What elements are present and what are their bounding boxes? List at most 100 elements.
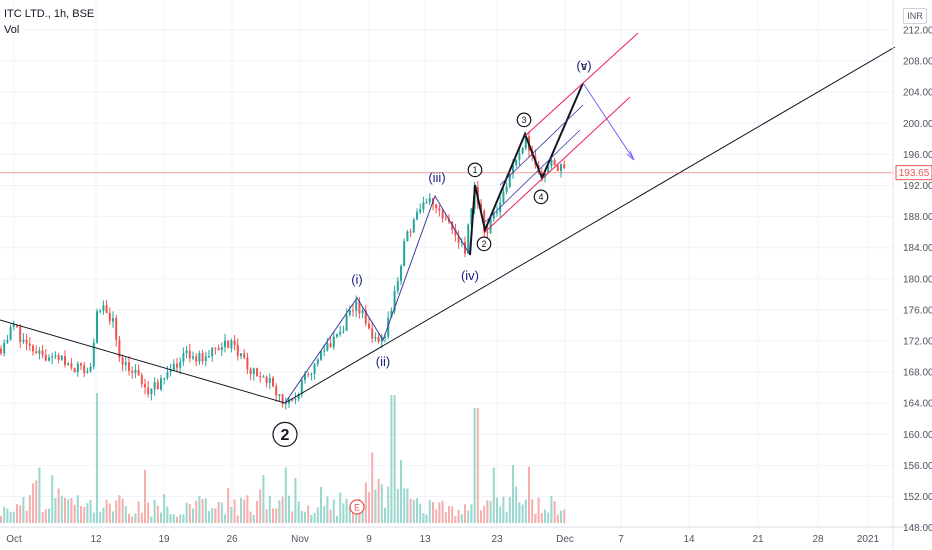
volume-bar	[524, 499, 527, 523]
volume-bar	[444, 512, 447, 523]
volume-bar	[6, 508, 9, 523]
candle-body	[22, 339, 25, 342]
candle-body	[172, 363, 175, 371]
volume-bar	[553, 501, 556, 523]
candle-body	[470, 208, 473, 225]
candle-body	[316, 359, 319, 365]
volume-bar	[128, 513, 130, 523]
candle-body	[422, 202, 425, 210]
wave-label-minor-iv: (iv)	[461, 268, 479, 283]
volume-bar	[22, 497, 25, 523]
y-tick-label: 168.00	[903, 368, 932, 379]
volume-bar	[230, 506, 233, 523]
volume-bar	[147, 502, 150, 523]
candle-body	[313, 364, 316, 374]
volume-bar	[134, 513, 137, 523]
candle-body	[480, 203, 482, 211]
volume-bar	[0, 516, 2, 523]
candle-body	[403, 241, 406, 267]
volume-bar	[278, 500, 281, 523]
volume-bar	[281, 496, 284, 523]
volume-bar	[172, 514, 175, 523]
wave-label-minute-3: 3	[521, 115, 526, 125]
volume-bar	[16, 504, 18, 523]
volume-bar	[44, 509, 47, 523]
y-tick-label: 196.00	[903, 150, 932, 161]
candle-body	[409, 231, 412, 233]
candle-body	[502, 191, 505, 203]
candle-body	[489, 218, 492, 233]
candle-body	[147, 387, 150, 395]
x-tick-label: 9	[366, 534, 372, 545]
volume-bar	[227, 488, 230, 523]
volume-bar	[41, 512, 44, 523]
wave-lines	[0, 32, 896, 404]
candle-body	[25, 339, 28, 344]
candle-body	[89, 366, 92, 372]
volume-bar	[332, 499, 335, 523]
volume-bar	[19, 505, 22, 523]
volume-bar	[374, 489, 377, 523]
x-tick-label: 28	[812, 534, 824, 545]
candle-body	[0, 348, 2, 354]
volume-bar	[342, 503, 345, 523]
volume-bar	[390, 395, 393, 523]
volume-bar	[3, 506, 6, 523]
candle-body	[64, 356, 66, 366]
candle-body	[265, 376, 268, 383]
candle-body	[547, 166, 550, 173]
volume-bar	[310, 515, 313, 523]
volume-bar	[275, 508, 278, 523]
projection-line	[582, 82, 635, 161]
volume-bar	[188, 504, 191, 523]
wave-label-primary-2-ring	[272, 421, 298, 447]
x-tick-label: 12	[90, 534, 102, 545]
volume-bar	[220, 502, 223, 523]
candle-body	[332, 336, 335, 348]
last-price-tag: 193.65	[895, 165, 932, 181]
y-tick-label: 152.00	[903, 492, 932, 503]
volume-bar	[99, 511, 102, 523]
y-tick-label: 148.00	[903, 523, 932, 534]
volume-bar	[464, 504, 466, 523]
volume-bar	[54, 498, 57, 523]
wave-label-minor-v: (v)	[576, 58, 591, 73]
candle-body	[208, 356, 210, 358]
candle-body	[121, 357, 124, 365]
candle-body	[521, 148, 524, 154]
x-tick-label: Nov	[291, 534, 309, 545]
candle-body	[550, 160, 553, 167]
candle-body	[563, 164, 566, 168]
candle-body	[249, 368, 252, 374]
volume-bar	[38, 467, 41, 523]
candle-body	[448, 219, 450, 222]
wave-label-minor-iii: (iii)	[428, 170, 445, 185]
x-tick-label: Oct	[6, 534, 22, 545]
volume-bar	[102, 507, 105, 523]
volume-bar	[153, 499, 156, 523]
y-tick-label: 164.00	[903, 399, 932, 410]
candle-body	[556, 165, 559, 172]
currency-badge[interactable]: INR	[903, 8, 927, 24]
candle-body	[214, 347, 217, 349]
candle-body	[70, 363, 73, 368]
volume-bar	[12, 511, 15, 523]
candle-body	[204, 356, 207, 362]
volume-bar	[563, 509, 566, 523]
volume-bar	[9, 512, 12, 523]
candle-body	[444, 218, 447, 220]
candle-body	[435, 204, 438, 209]
candle-body	[259, 375, 262, 377]
candle-body	[153, 382, 156, 390]
volume-bar	[419, 503, 422, 523]
candle-body	[329, 343, 332, 348]
volume-bar	[89, 499, 92, 523]
volume-bar	[556, 514, 559, 523]
candle-body	[384, 336, 386, 338]
volume-bar	[345, 498, 348, 523]
candle-body	[102, 305, 105, 311]
candle-body	[441, 210, 444, 219]
x-tick-label: 2021	[857, 534, 880, 545]
